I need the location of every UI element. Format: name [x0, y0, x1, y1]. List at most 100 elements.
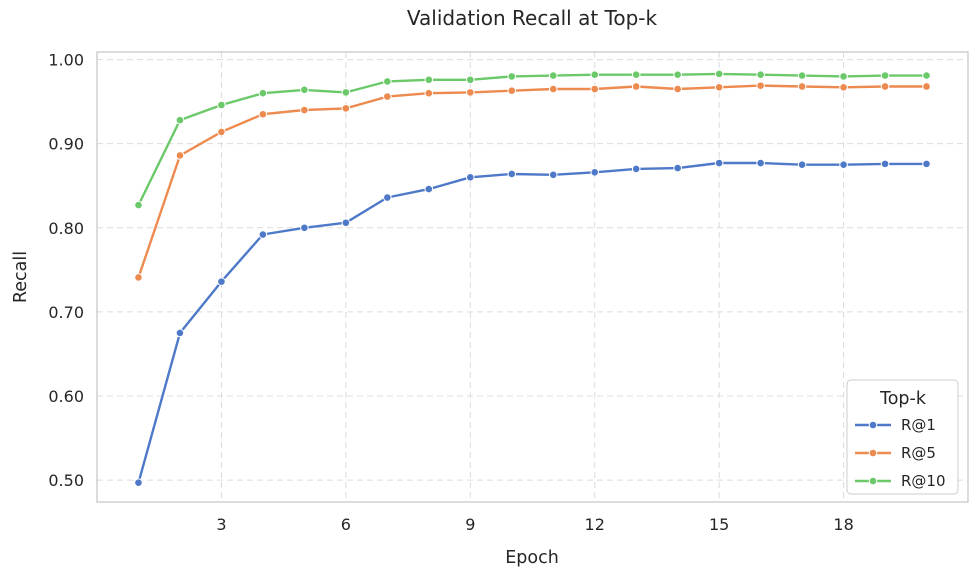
data-point — [797, 71, 807, 80]
x-axis-label: Epoch — [505, 548, 559, 568]
data-point — [258, 230, 268, 239]
x-axis-ticks: 3 6 9 12 15 18 — [216, 515, 853, 534]
data-point — [922, 82, 931, 91]
data-point — [880, 82, 890, 91]
series-R@10 — [134, 69, 931, 210]
series-line — [137, 161, 927, 484]
y-tick-label: 1.00 — [48, 51, 84, 70]
data-point — [507, 169, 517, 179]
data-point — [217, 127, 226, 137]
data-point — [714, 69, 724, 79]
series-line — [137, 72, 927, 206]
x-tick-label: 15 — [709, 515, 729, 534]
x-tick-label: 12 — [585, 515, 605, 534]
y-tick-label: 0.70 — [48, 303, 84, 322]
data-point — [465, 173, 475, 182]
data-point — [341, 88, 351, 97]
data-point — [175, 115, 185, 125]
x-tick-label: 6 — [341, 515, 351, 534]
data-point — [341, 104, 351, 113]
y-tick-label: 0.60 — [48, 387, 84, 406]
legend-label: R@5 — [901, 444, 936, 462]
legend-title: Top-k — [879, 389, 927, 409]
grid-lines — [97, 52, 968, 502]
data-point — [631, 82, 641, 91]
data-point — [175, 328, 185, 338]
legend-item: R@5 — [855, 444, 936, 462]
legend-swatch-marker — [868, 448, 878, 458]
data-point — [134, 273, 143, 282]
data-point — [797, 160, 807, 170]
data-point — [673, 84, 682, 94]
y-tick-label: 0.90 — [48, 135, 84, 154]
series-line — [137, 84, 927, 278]
y-axis-ticks: 0.50 0.60 0.70 0.80 0.90 1.00 — [48, 51, 84, 491]
data-point — [590, 167, 600, 177]
data-point — [756, 81, 765, 90]
legend-items: R@1 R@5 R@10 — [855, 416, 946, 490]
legend-item: R@1 — [855, 416, 936, 434]
data-point — [465, 88, 475, 97]
data-point — [175, 151, 185, 160]
legend-label: R@1 — [901, 416, 936, 434]
chart-title: Validation Recall at Top-k — [407, 6, 658, 30]
data-point — [383, 193, 392, 202]
data-point — [258, 109, 268, 119]
x-tick-label: 18 — [833, 515, 853, 534]
data-point — [258, 88, 268, 98]
data-point — [548, 71, 558, 80]
data-point — [507, 86, 517, 95]
data-point — [631, 164, 641, 174]
data-point — [839, 83, 848, 92]
data-point — [839, 72, 848, 81]
data-point — [300, 223, 309, 233]
legend-label: R@10 — [901, 472, 946, 490]
data-point — [756, 70, 765, 80]
series-R@5 — [134, 81, 931, 282]
data-point — [839, 160, 848, 170]
series-lines — [134, 69, 931, 487]
data-point — [134, 200, 143, 210]
data-point — [548, 170, 558, 180]
series-R@1 — [134, 158, 931, 487]
data-point — [673, 70, 682, 80]
data-point — [590, 84, 600, 94]
data-point — [922, 71, 931, 80]
data-point — [134, 478, 143, 487]
legend: Top-k R@1 R@5 R@10 — [846, 379, 959, 495]
data-point — [465, 75, 475, 85]
data-point — [383, 92, 392, 101]
data-point — [300, 105, 309, 115]
data-point — [424, 75, 434, 85]
data-point — [383, 77, 392, 86]
data-point — [797, 82, 807, 91]
data-point — [756, 158, 765, 168]
data-point — [880, 159, 890, 169]
plot-frame — [96, 51, 969, 503]
y-tick-label: 0.80 — [48, 219, 84, 238]
data-point — [714, 158, 724, 168]
data-point — [217, 277, 226, 286]
legend-item: R@10 — [855, 472, 946, 490]
y-tick-label: 0.50 — [48, 471, 84, 490]
data-point — [341, 218, 351, 228]
data-point — [424, 184, 434, 194]
x-tick-label: 3 — [216, 515, 226, 534]
data-point — [880, 71, 890, 80]
legend-swatch-marker — [868, 420, 878, 430]
legend-box — [846, 379, 959, 495]
legend-swatch-marker — [868, 476, 878, 486]
data-point — [922, 159, 931, 169]
data-point — [507, 72, 517, 81]
data-point — [590, 70, 600, 80]
data-point — [424, 88, 434, 98]
data-point — [300, 85, 309, 95]
data-point — [631, 70, 641, 80]
x-tick-label: 9 — [465, 515, 475, 534]
data-point — [548, 84, 558, 94]
data-point — [714, 83, 724, 92]
data-point — [217, 100, 226, 110]
y-axis-label: Recall — [11, 251, 31, 303]
data-point — [673, 163, 682, 173]
